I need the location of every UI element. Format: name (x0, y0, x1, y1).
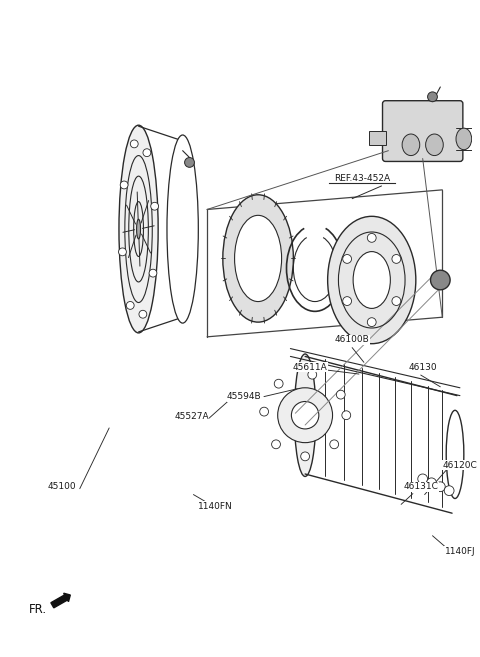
Circle shape (274, 379, 283, 388)
Ellipse shape (294, 354, 316, 476)
Text: 46130: 46130 (408, 363, 437, 372)
Circle shape (260, 407, 268, 416)
Ellipse shape (235, 215, 282, 302)
Circle shape (131, 140, 138, 148)
Ellipse shape (167, 135, 198, 323)
Text: 45527A: 45527A (174, 412, 209, 420)
Ellipse shape (137, 219, 141, 239)
Text: 46100B: 46100B (335, 335, 370, 344)
Ellipse shape (402, 134, 420, 156)
Circle shape (149, 269, 157, 277)
Ellipse shape (353, 252, 390, 308)
Circle shape (143, 148, 151, 156)
Ellipse shape (446, 411, 464, 499)
Text: 46120C: 46120C (443, 461, 477, 470)
Circle shape (139, 310, 147, 318)
Circle shape (336, 390, 345, 399)
FancyBboxPatch shape (383, 101, 463, 162)
Circle shape (119, 248, 126, 256)
Circle shape (342, 411, 351, 420)
Circle shape (367, 233, 376, 242)
Text: REF.43-452A: REF.43-452A (334, 173, 390, 183)
Circle shape (428, 92, 437, 102)
Text: 45594B: 45594B (227, 392, 262, 401)
Circle shape (343, 254, 351, 263)
Circle shape (367, 318, 376, 327)
Circle shape (308, 371, 317, 379)
Circle shape (392, 254, 401, 263)
Circle shape (185, 158, 194, 168)
Circle shape (427, 478, 436, 487)
Text: 1140FN: 1140FN (198, 502, 232, 511)
Circle shape (278, 388, 333, 443)
Circle shape (126, 302, 134, 309)
Text: FR.: FR. (29, 602, 47, 616)
Ellipse shape (223, 194, 293, 322)
Bar (369, 131, 386, 145)
Text: 45100: 45100 (48, 482, 76, 491)
Circle shape (151, 202, 158, 210)
Circle shape (343, 297, 351, 306)
Circle shape (392, 297, 401, 306)
Text: 46131C: 46131C (403, 482, 438, 491)
Circle shape (272, 440, 280, 449)
Text: 45611A: 45611A (293, 363, 327, 372)
Circle shape (418, 474, 428, 484)
Ellipse shape (119, 125, 158, 333)
Ellipse shape (426, 134, 443, 156)
Circle shape (431, 270, 450, 290)
Circle shape (330, 440, 338, 449)
Text: 1140FJ: 1140FJ (444, 547, 475, 556)
Circle shape (444, 486, 454, 495)
Ellipse shape (456, 128, 472, 150)
Ellipse shape (328, 216, 416, 344)
Circle shape (300, 452, 310, 461)
Circle shape (120, 181, 128, 189)
Circle shape (435, 482, 445, 491)
FancyArrow shape (51, 593, 70, 608)
Circle shape (291, 401, 319, 429)
